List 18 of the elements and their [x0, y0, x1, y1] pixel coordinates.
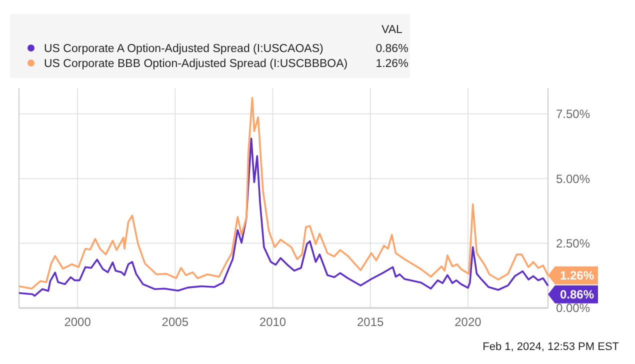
y-tick-label: 2.50% [556, 236, 590, 250]
line-series [18, 138, 549, 297]
y-tick-label: 7.50% [556, 107, 590, 122]
data-label: 1.26% [560, 268, 594, 283]
text: 0.86% [376, 43, 408, 56]
text: Feb 1, 2024, 12:53 PM EST [482, 341, 620, 353]
x-tick-label: 2000 [64, 315, 92, 329]
x-tick-label: 2020 [454, 315, 482, 329]
text: 1.26% [376, 58, 408, 70]
y-tick-label: 5.00% [556, 172, 590, 186]
y-tick-label: 0.00% [556, 301, 590, 316]
legend-label: US Corporate BBB Option-Adjusted Spread (I:USCBBBOA) [44, 58, 348, 70]
x-tick-label: 2010 [259, 315, 286, 329]
x-tick-label: 2005 [162, 315, 189, 329]
legend-title: VAL [382, 24, 404, 36]
legend-label: US Corporate A Option-Adjusted Spread (I:USCAOAS) [44, 43, 324, 56]
x-tick-label: 2015 [357, 315, 384, 329]
data-label: 0.86% [560, 288, 594, 302]
